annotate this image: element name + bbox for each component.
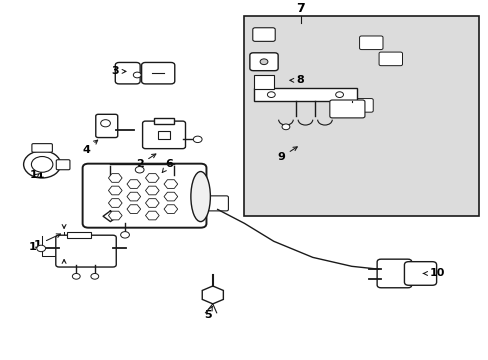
FancyBboxPatch shape	[378, 52, 402, 66]
Circle shape	[23, 151, 61, 178]
FancyBboxPatch shape	[376, 259, 411, 288]
FancyBboxPatch shape	[115, 62, 140, 84]
Text: 11: 11	[29, 170, 45, 180]
Circle shape	[135, 167, 144, 173]
Circle shape	[101, 120, 110, 127]
Circle shape	[193, 136, 202, 143]
FancyBboxPatch shape	[329, 100, 364, 118]
Text: 8: 8	[289, 75, 304, 85]
Circle shape	[37, 245, 45, 252]
Text: 6: 6	[162, 159, 172, 172]
Text: 1: 1	[33, 234, 61, 250]
FancyBboxPatch shape	[404, 262, 436, 285]
Bar	[254, 75, 273, 89]
FancyBboxPatch shape	[142, 121, 185, 149]
Circle shape	[72, 274, 80, 279]
Text: 7: 7	[296, 2, 305, 15]
Text: 1: 1	[28, 242, 36, 252]
Bar	[158, 131, 169, 139]
Circle shape	[335, 92, 343, 98]
Circle shape	[282, 124, 289, 130]
Bar	[66, 232, 91, 238]
FancyBboxPatch shape	[56, 160, 70, 170]
FancyBboxPatch shape	[96, 114, 118, 138]
FancyBboxPatch shape	[206, 196, 228, 211]
Circle shape	[133, 72, 141, 78]
Ellipse shape	[190, 171, 210, 222]
Bar	[154, 118, 173, 123]
FancyBboxPatch shape	[32, 144, 52, 152]
FancyBboxPatch shape	[252, 28, 275, 41]
Text: 2: 2	[136, 154, 156, 170]
Text: 9: 9	[277, 147, 297, 162]
Circle shape	[260, 59, 267, 64]
Text: 4: 4	[82, 140, 98, 155]
FancyBboxPatch shape	[359, 36, 382, 50]
Text: 3: 3	[111, 66, 126, 76]
Text: 10: 10	[423, 269, 444, 279]
Bar	[254, 88, 356, 101]
FancyBboxPatch shape	[142, 62, 174, 84]
FancyBboxPatch shape	[56, 235, 116, 267]
Circle shape	[91, 274, 99, 279]
FancyBboxPatch shape	[249, 53, 278, 71]
FancyBboxPatch shape	[349, 99, 372, 112]
Bar	[244, 16, 478, 216]
FancyBboxPatch shape	[82, 164, 206, 228]
Text: 5: 5	[203, 306, 212, 320]
Circle shape	[31, 157, 53, 172]
Circle shape	[267, 92, 275, 98]
Circle shape	[121, 231, 129, 238]
